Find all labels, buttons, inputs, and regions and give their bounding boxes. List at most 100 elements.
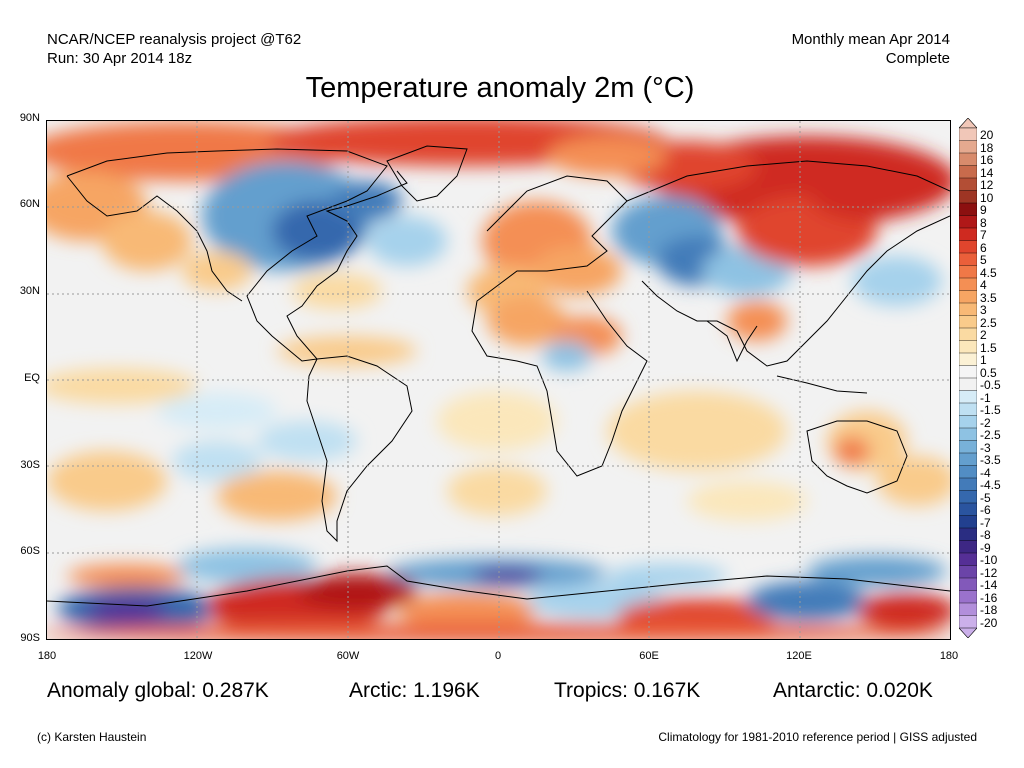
colorbar-swatch xyxy=(959,565,977,579)
colorbar-swatch xyxy=(959,540,977,554)
colorbar-label: 4 xyxy=(980,278,987,292)
lon-label-180e: 180 xyxy=(939,650,959,662)
colorbar-label: -12 xyxy=(980,565,998,580)
anomaly-map-svg xyxy=(47,121,950,639)
lat-label-30n: 30N xyxy=(19,285,40,297)
colorbar-swatch xyxy=(959,302,977,317)
colorbar-swatch xyxy=(959,127,977,142)
colorbar-swatch xyxy=(959,152,977,167)
source-label: NCAR/NCEP reanalysis project @T62 xyxy=(47,31,302,48)
colorbar-label: -16 xyxy=(980,590,998,605)
colorbar-label: -1 xyxy=(980,390,991,405)
colorbar-top-arrow xyxy=(959,118,977,129)
colorbar-label: 3 xyxy=(980,303,987,317)
colorbar-swatch xyxy=(959,227,977,242)
lat-label-90s: 90S xyxy=(20,632,40,644)
colorbar-swatch xyxy=(959,602,977,617)
colorbar-label: 2.5 xyxy=(980,315,997,330)
colorbar-label: 10 xyxy=(980,190,994,205)
colorbar-swatch xyxy=(959,265,977,279)
colorbar-label: -3 xyxy=(980,440,991,455)
status-label: Complete xyxy=(885,50,950,67)
colorbar-swatch xyxy=(959,165,977,179)
stat-antarctic: Antarctic: 0.020K xyxy=(773,679,933,702)
colorbar-label: 16 xyxy=(980,153,994,167)
colorbar-swatch xyxy=(959,577,977,592)
colorbar-label: 8 xyxy=(980,215,987,230)
colorbar-label: -8 xyxy=(980,528,991,542)
colorbar-swatch xyxy=(959,490,977,504)
colorbar-swatch xyxy=(959,615,977,629)
stat-tropics: Tropics: 0.167K xyxy=(554,679,701,702)
climatology-note: Climatology for 1981-2010 reference peri… xyxy=(658,730,977,744)
colorbar-swatch xyxy=(959,440,977,454)
colorbar-label: -9 xyxy=(980,540,991,555)
colorbar-label: 2 xyxy=(980,328,987,342)
colorbar-label: 14 xyxy=(980,165,994,180)
colorbar-label: -0.5 xyxy=(980,378,1001,392)
colorbar-swatch xyxy=(959,502,977,517)
colorbar-label: -6 xyxy=(980,503,991,517)
colorbar-swatch xyxy=(959,590,977,604)
colorbar-label: 6 xyxy=(980,240,987,255)
colorbar-label: 0.5 xyxy=(980,365,997,380)
colorbar-swatch xyxy=(959,202,977,217)
lon-label-120e: 120E xyxy=(786,650,812,662)
graticule xyxy=(47,121,950,639)
colorbar-swatch xyxy=(959,140,977,154)
colorbar-swatch xyxy=(959,240,977,254)
colorbar-swatch xyxy=(959,215,977,229)
stat-global: Anomaly global: 0.287K xyxy=(47,679,269,702)
colorbar-label: 12 xyxy=(980,178,994,192)
colorbar-swatch xyxy=(959,327,977,342)
colorbar-swatch xyxy=(959,365,977,379)
colorbar-swatch xyxy=(959,515,977,529)
period-label: Monthly mean Apr 2014 xyxy=(791,31,950,48)
lon-label-180w: 180 xyxy=(37,650,57,662)
colorbar-label: 9 xyxy=(980,203,987,217)
colorbar-swatch xyxy=(959,415,977,429)
colorbar-label: -4.5 xyxy=(980,478,1001,492)
colorbar-swatch xyxy=(959,252,977,267)
lat-label-60s: 60S xyxy=(20,545,40,557)
colorbar-swatch xyxy=(959,452,977,467)
colorbar-label: -4 xyxy=(980,465,991,480)
colorbar-swatch xyxy=(959,277,977,292)
colorbar-swatch xyxy=(959,390,977,404)
colorbar-swatch xyxy=(959,465,977,479)
colorbar-label: -1.5 xyxy=(980,403,1001,417)
lon-label-0: 0 xyxy=(494,650,502,662)
header-right: Monthly mean Apr 2014 Complete xyxy=(792,30,950,68)
map-title: Temperature anomaly 2m (°C) xyxy=(305,72,695,104)
colorbar-swatch xyxy=(959,552,977,567)
colorbar-label: -10 xyxy=(980,553,998,567)
colorbar-label: -2 xyxy=(980,415,991,430)
colorbar-label: -20 xyxy=(980,615,998,630)
colorbar-label: 1.5 xyxy=(980,340,997,355)
colorbar xyxy=(959,118,977,638)
lon-label-60e: 60E xyxy=(639,650,659,662)
colorbar-swatch xyxy=(959,290,977,304)
colorbar-label: 18 xyxy=(980,140,994,155)
colorbar-swatch xyxy=(959,427,977,442)
colorbar-swatch xyxy=(959,177,977,192)
lon-label-120w: 120W xyxy=(183,650,213,662)
colorbar-swatch xyxy=(959,190,977,204)
header-left: NCAR/NCEP reanalysis project @T62 Run: 3… xyxy=(47,30,301,68)
colorbar-swatch xyxy=(959,527,977,542)
colorbar-label: 3.5 xyxy=(980,290,997,305)
stat-arctic: Arctic: 1.196K xyxy=(349,679,480,702)
colorbar-label: 5 xyxy=(980,253,987,267)
colorbar-label: -18 xyxy=(980,603,998,617)
colorbar-swatch xyxy=(959,315,977,329)
lat-label-eq: EQ xyxy=(24,372,40,384)
anomaly-map xyxy=(46,120,951,640)
colorbar-swatch xyxy=(959,352,977,367)
colorbar-bottom-arrow xyxy=(959,627,977,638)
colorbar-label: 7 xyxy=(980,228,987,242)
colorbar-label: -3.5 xyxy=(980,453,1001,467)
colorbar-label: -2.5 xyxy=(980,428,1001,442)
lat-label-60n: 60N xyxy=(19,198,40,210)
colorbar-label: 20 xyxy=(980,128,994,142)
lat-label-90n: 90N xyxy=(19,112,40,124)
